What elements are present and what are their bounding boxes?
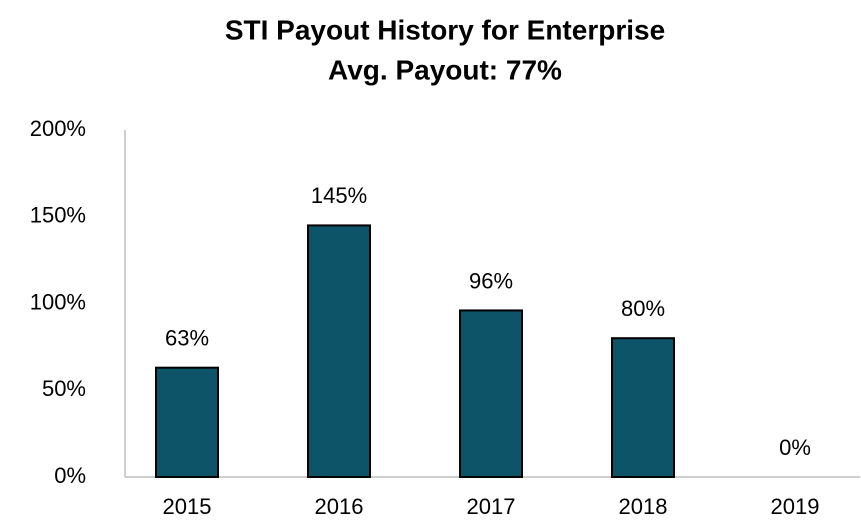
bar: [155, 366, 219, 479]
data-label: 63%: [165, 326, 209, 351]
chart-subtitle: Avg. Payout: 77%: [328, 54, 562, 85]
data-label: 80%: [621, 296, 665, 321]
x-tick-label: 2017: [467, 494, 516, 519]
x-tick-label: 2015: [163, 494, 212, 519]
data-label: 145%: [311, 183, 367, 208]
bar: [459, 309, 523, 478]
y-tick-label: 100%: [30, 289, 86, 314]
y-tick-label: 150%: [30, 203, 86, 228]
y-tick-label: 50%: [42, 376, 86, 401]
bar: [307, 224, 371, 478]
x-tick-label: 2018: [619, 494, 668, 519]
y-tick-label: 0%: [54, 463, 86, 488]
data-label: 0%: [779, 435, 811, 460]
chart-title: STI Payout History for Enterprise: [225, 14, 665, 45]
data-label: 96%: [469, 268, 513, 293]
bar: [611, 337, 675, 479]
x-tick-label: 2016: [315, 494, 364, 519]
x-tick-label: 2019: [771, 494, 820, 519]
y-tick-label: 200%: [30, 116, 86, 141]
